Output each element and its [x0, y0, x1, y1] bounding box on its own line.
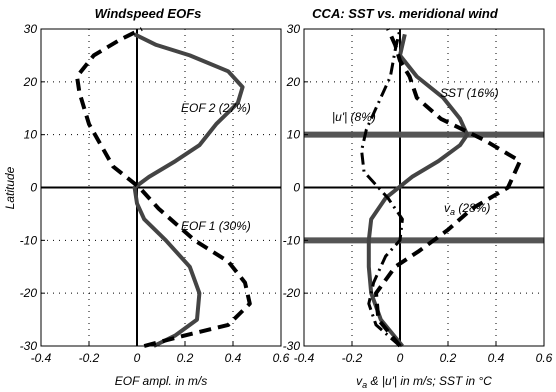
left-y-tick-label: -30: [20, 339, 38, 353]
right-y-tick-label: 20: [286, 75, 301, 89]
left-y-tick-label: 30: [24, 22, 38, 36]
right-x-tick-label: -0.4: [294, 351, 315, 365]
left-plot-frame: [40, 28, 282, 347]
va-annotation: va (28%): [444, 201, 490, 217]
right-series: [360, 28, 522, 348]
left-panel: Windspeed EOFs -0.4 -0.2 0 0.2 0.4 0.6-30-20-…: [3, 6, 290, 388]
left-x-tick-label: 0.2: [177, 351, 194, 365]
left-x-tick-label: -0.4: [31, 351, 52, 365]
right-y-tick-label: -10: [283, 233, 301, 247]
left-tick-labels: -0.4 -0.2 0 0.2 0.4 0.6 -30 -20 -10 0 10 20 30: [20, 22, 290, 365]
right-x-tick-label: 0: [397, 351, 404, 365]
right-x-tick-label: 0.4: [488, 351, 505, 365]
left-y-axis-label: Latitude: [3, 166, 17, 209]
eof1-annotation: EOF 1 (30%): [181, 219, 251, 233]
right-x-tick-label: -0.2: [342, 351, 363, 365]
right-x-axis-label: va & |u'| in m/s; SST in °C: [356, 374, 492, 390]
left-series: [75, 27, 252, 348]
sst-annotation: SST (16%): [440, 86, 499, 100]
right-chart-title: CCA: SST vs. meridional wind: [312, 6, 499, 21]
left-x-tick-label: 0.6: [273, 351, 290, 365]
left-y-tick-label: -10: [20, 233, 38, 247]
left-chart-title: Windspeed EOFs: [95, 6, 202, 21]
left-y-tick-label: 10: [24, 128, 38, 142]
right-y-tick-label: 0: [293, 181, 300, 195]
right-x-tick-label: 0.6: [536, 351, 553, 365]
left-x-tick-label: -0.2: [79, 351, 100, 365]
right-y-tick-label: -30: [283, 339, 301, 353]
right-tick-labels: -0.4 -0.2 0 0.2 0.4 0.6 -30 -20 -10 0 10 20 30: [283, 22, 553, 365]
left-x-tick-label: 0.4: [225, 351, 242, 365]
right-x-tick-label: 0.2: [440, 351, 457, 365]
left-y-tick-label: 0: [30, 181, 37, 195]
u-prime-annotation: |u'| (8%): [332, 110, 376, 124]
right-y-tick-label: -20: [283, 286, 301, 300]
right-reference-lines: [304, 131, 544, 244]
right-series-line: [374, 28, 522, 348]
left-x-axis-label: EOF ampl. in m/s: [115, 374, 207, 388]
left-grid: [41, 29, 281, 346]
right-y-tick-label: 10: [287, 128, 301, 142]
eof2-annotation: EOF 2 (27%): [181, 101, 251, 115]
right-panel: CCA: SST vs. meridional wind -0.4 -0.2 0 0.…: [283, 6, 553, 390]
left-series-line: [132, 32, 245, 348]
left-y-tick-label: -20: [20, 286, 38, 300]
right-series-line: [366, 33, 470, 348]
right-plot-frame: [303, 28, 545, 347]
right-series-line: [360, 28, 404, 348]
left-x-tick-label: 0: [134, 351, 141, 365]
right-y-tick-label: 30: [287, 22, 301, 36]
left-y-tick-label: 20: [23, 75, 38, 89]
